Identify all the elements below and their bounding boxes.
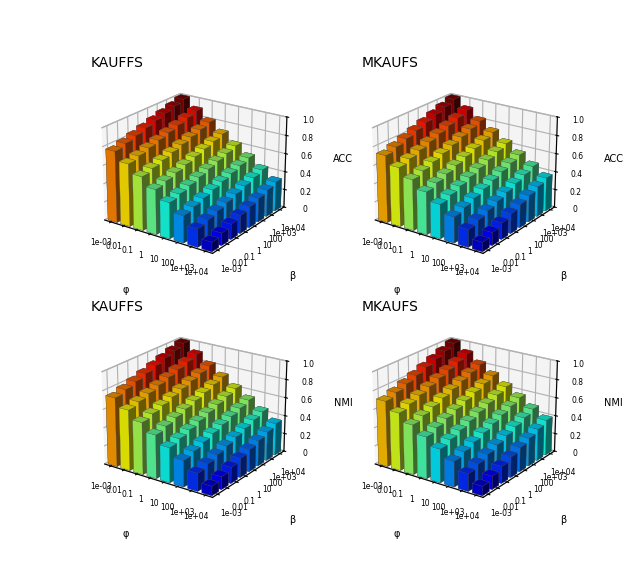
Y-axis label: β: β [289, 271, 296, 281]
Text: KAUFFS: KAUFFS [91, 56, 144, 70]
Text: KAUFFS: KAUFFS [91, 300, 144, 314]
Y-axis label: β: β [560, 271, 566, 281]
X-axis label: φ: φ [393, 285, 400, 295]
Y-axis label: β: β [560, 515, 566, 525]
X-axis label: φ: φ [123, 529, 129, 539]
X-axis label: φ: φ [123, 285, 129, 295]
Text: MKAUFS: MKAUFS [362, 300, 419, 314]
Text: MKAUFS: MKAUFS [362, 56, 419, 70]
Y-axis label: β: β [289, 515, 296, 525]
X-axis label: φ: φ [393, 529, 400, 539]
